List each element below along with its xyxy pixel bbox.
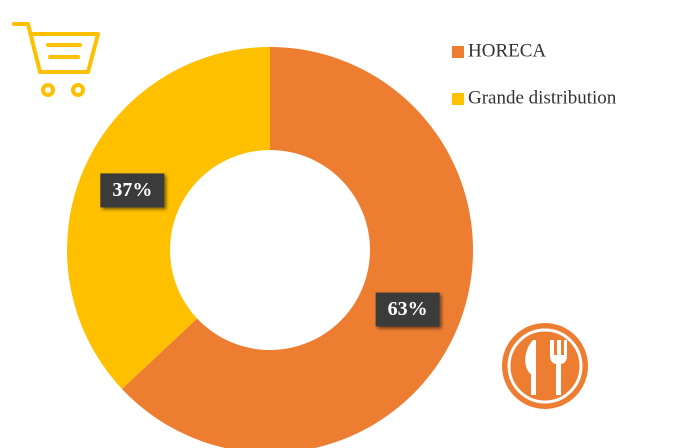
cutlery-icon	[502, 323, 588, 409]
legend-label: Grande distribution	[468, 87, 617, 108]
donut-segment	[67, 47, 271, 389]
data-label: 63%	[388, 298, 428, 320]
legend-label: HORECA	[468, 40, 546, 61]
legend-swatch	[452, 93, 464, 105]
label-box	[100, 173, 165, 208]
label-box	[375, 292, 440, 327]
data-label: 37%	[112, 179, 152, 201]
legend-swatch	[452, 46, 464, 58]
cart-icon	[12, 22, 100, 97]
donut-segment	[122, 47, 473, 448]
